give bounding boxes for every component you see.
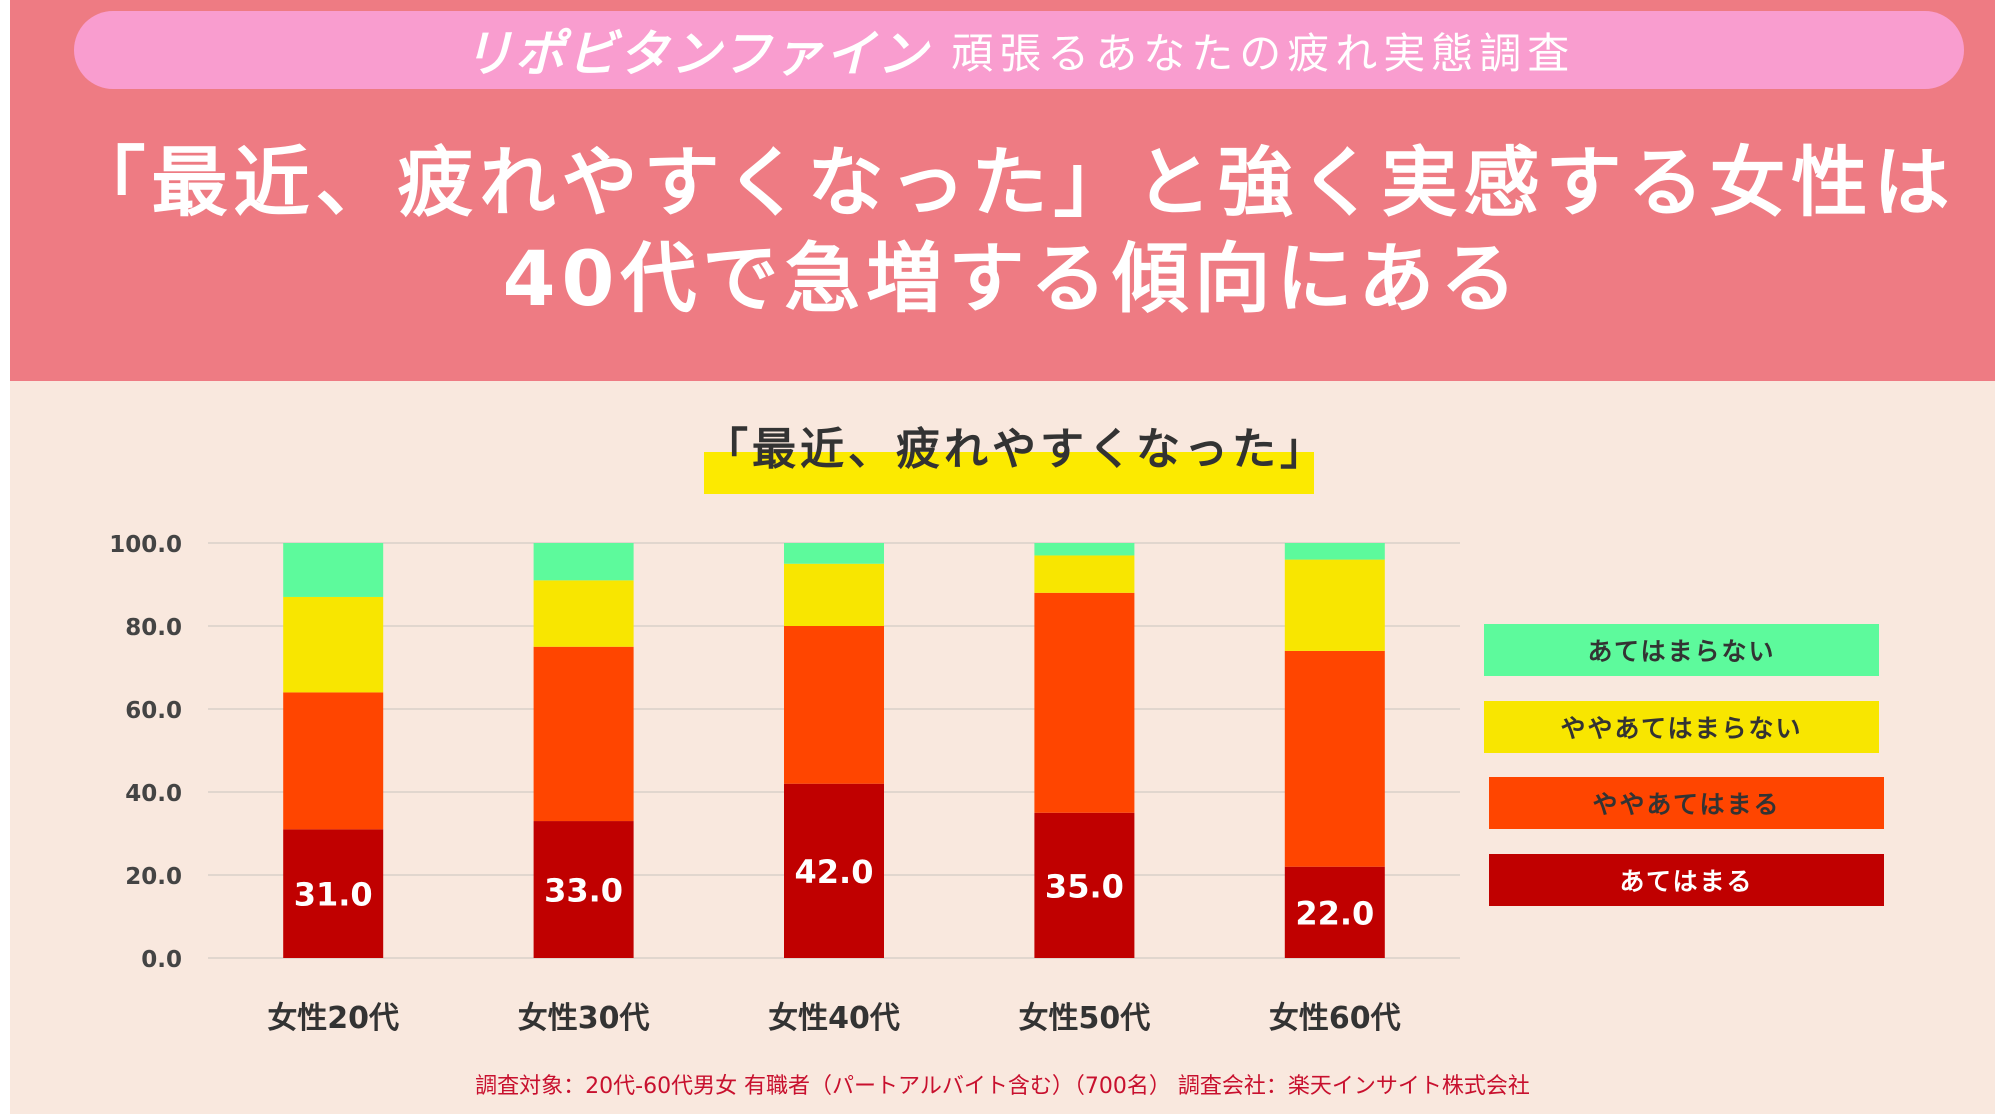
survey-title: 頑張るあなたの疲れ実態調査	[951, 28, 1576, 78]
bar-segment	[533, 646, 634, 822]
bar-segment	[283, 543, 384, 597]
bar-segment	[533, 580, 634, 647]
bar-segment	[1034, 555, 1135, 593]
bar-segment	[1284, 559, 1385, 651]
bar-segment	[1034, 543, 1135, 556]
bar-segment	[283, 692, 384, 830]
x-tick-label: 女性30代	[518, 1001, 650, 1036]
data-label: 35.0	[1045, 867, 1124, 905]
y-tick-label: 40.0	[125, 781, 182, 807]
bar-segment	[283, 829, 384, 958]
y-tick-label: 80.0	[125, 615, 182, 641]
data-label: 31.0	[294, 876, 373, 914]
bar-segment	[533, 821, 634, 958]
bar-segment	[1284, 650, 1385, 867]
legend-item: あてはまる	[1489, 854, 1884, 906]
chart-title: 「最近、疲れやすくなった」	[704, 420, 1324, 494]
title-highlight	[704, 452, 1314, 494]
bar-segment	[533, 543, 634, 581]
legend-item: ややあてはまる	[1489, 777, 1884, 829]
bar-segment	[1034, 592, 1135, 813]
bar-segment	[1284, 866, 1385, 958]
bar-segment	[1034, 812, 1135, 958]
bar-segment	[784, 543, 884, 564]
y-tick-label: 100.0	[109, 532, 182, 558]
bar-segment	[784, 563, 884, 626]
x-tick-label: 女性60代	[1269, 1001, 1401, 1036]
data-label: 33.0	[544, 872, 623, 910]
y-tick-label: 0.0	[141, 947, 182, 973]
legend-item: あてはまらない	[1484, 624, 1879, 676]
x-tick-label: 女性20代	[267, 1001, 399, 1036]
legend-item: ややあてはまらない	[1484, 701, 1879, 753]
data-label: 22.0	[1295, 894, 1374, 932]
bar-segment	[283, 596, 384, 693]
survey-pill: リポビタンファイン 頑張るあなたの疲れ実態調査	[74, 11, 1964, 89]
headline: 「最近、疲れやすくなった」と強く実感する女性は 40代で急増する傾向にある	[20, 135, 2000, 327]
header-banner: リポビタンファイン 頑張るあなたの疲れ実態調査 「最近、疲れやすくなった」と強く…	[10, 0, 1995, 381]
y-tick-label: 60.0	[125, 698, 182, 724]
headline-line-2: 40代で急増する傾向にある	[502, 234, 1523, 323]
data-label: 42.0	[795, 853, 874, 891]
bar-segment	[1284, 543, 1385, 560]
x-tick-label: 女性40代	[768, 1001, 900, 1036]
bar-segment	[784, 783, 884, 958]
brand-logo-text: リポビタンファイン	[462, 25, 930, 83]
footnote: 調査対象：20代-60代男女 有職者（パートアルバイト含む）（700名） 調査会…	[475, 1074, 1530, 1099]
y-tick-label: 20.0	[125, 864, 182, 890]
headline-line-1: 「最近、疲れやすくなった」と強く実感する女性は	[69, 138, 1956, 227]
chart-title-text: 「最近、疲れやすくなった」	[704, 424, 1328, 475]
bar-segment	[784, 626, 884, 784]
x-tick-label: 女性50代	[1019, 1001, 1151, 1036]
